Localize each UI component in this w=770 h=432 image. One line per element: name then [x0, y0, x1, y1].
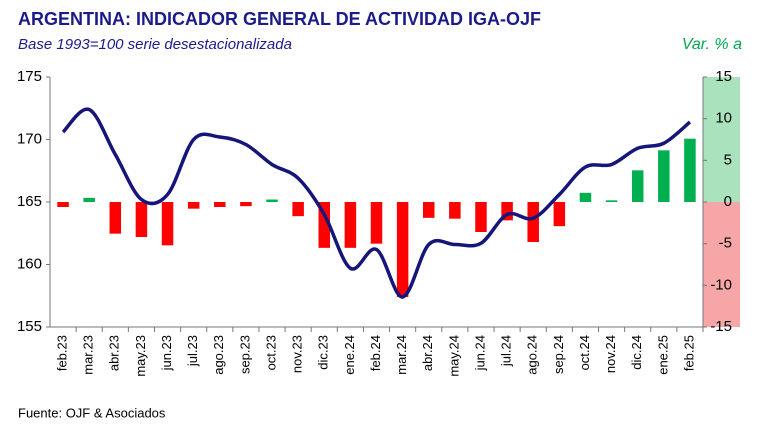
x-tick-label: abr.23	[107, 335, 122, 371]
y-tick-label: 175	[17, 68, 42, 85]
bar	[605, 200, 618, 202]
bar	[579, 192, 592, 202]
x-tick-label: dic.23	[316, 335, 331, 370]
bar	[684, 138, 696, 202]
bar	[240, 202, 252, 207]
source: Fuente: OJF & Asociados	[18, 405, 166, 420]
x-tick-label: oct.24	[577, 335, 592, 370]
chart-subtitle: Base 1993=100 serie desestacionalizada	[18, 36, 292, 53]
line	[61, 107, 692, 299]
bar	[344, 202, 357, 248]
x-tick-label: mar.23	[81, 335, 96, 375]
x-tick-label: feb.23	[54, 335, 69, 371]
bar	[396, 202, 409, 297]
bar	[318, 202, 331, 248]
x-tick-label: ene.25	[655, 335, 670, 375]
bar	[57, 202, 69, 207]
bar	[449, 202, 461, 219]
bar	[553, 202, 566, 227]
x-tick-label: may.23	[133, 335, 148, 377]
y2-tick-label: 10	[715, 110, 732, 127]
bar	[370, 202, 383, 244]
x-tick-label: feb.25	[681, 335, 696, 371]
y-tick-label: 165	[17, 193, 42, 210]
x-tick-label: ago.23	[211, 335, 226, 375]
x-tick-label: jun.24	[472, 335, 487, 371]
x-tick-label: nov.24	[603, 335, 618, 373]
x-tick-label: ene.24	[342, 335, 357, 375]
x-tick-label: feb.24	[368, 335, 383, 371]
bar	[501, 202, 513, 221]
y2-tick-label: -5	[719, 235, 732, 252]
bar	[214, 202, 226, 207]
bar	[187, 202, 200, 209]
bar	[109, 202, 122, 234]
x-tick-label: abr.24	[420, 335, 435, 371]
y2-tick-label: -15	[710, 318, 732, 335]
x-tick-label: dic.24	[629, 335, 644, 370]
y-tick-label: 155	[17, 318, 42, 335]
y-tick-label: 170	[17, 130, 42, 147]
bar	[475, 202, 487, 232]
bar	[658, 150, 670, 202]
y2-axis-label: Var. % a	[682, 36, 742, 53]
bar	[631, 170, 644, 202]
bar	[422, 202, 435, 218]
x-tick-label: jul.23	[185, 335, 200, 367]
y2-tick-label: 0	[724, 193, 732, 210]
x-tick-label: sep.23	[237, 335, 252, 374]
bar	[135, 202, 148, 237]
bar	[292, 202, 304, 217]
x-tick-label: ago.24	[525, 335, 540, 375]
x-tick-label: mar.24	[394, 335, 409, 375]
x-tick-label: jul.24	[499, 335, 514, 367]
x-tick-label: jun.23	[159, 335, 174, 371]
y2-positive-band	[703, 77, 740, 202]
x-tick-label: sep.24	[551, 335, 566, 374]
bar	[161, 202, 174, 246]
y2-tick-label: -10	[710, 276, 732, 293]
y-tick-label: 160	[17, 255, 42, 272]
y2-tick-label: 5	[724, 151, 732, 168]
y2-tick-label: 15	[715, 68, 732, 85]
bar	[527, 202, 539, 242]
y2-negative-band	[703, 202, 740, 327]
x-tick-label: nov.23	[290, 335, 305, 373]
bar	[83, 197, 95, 202]
chart-title: ARGENTINA: INDICADOR GENERAL DE ACTIVIDA…	[18, 9, 541, 29]
x-tick-label: oct.23	[263, 335, 278, 370]
bar	[266, 199, 278, 202]
x-tick-label: may.24	[446, 335, 461, 377]
